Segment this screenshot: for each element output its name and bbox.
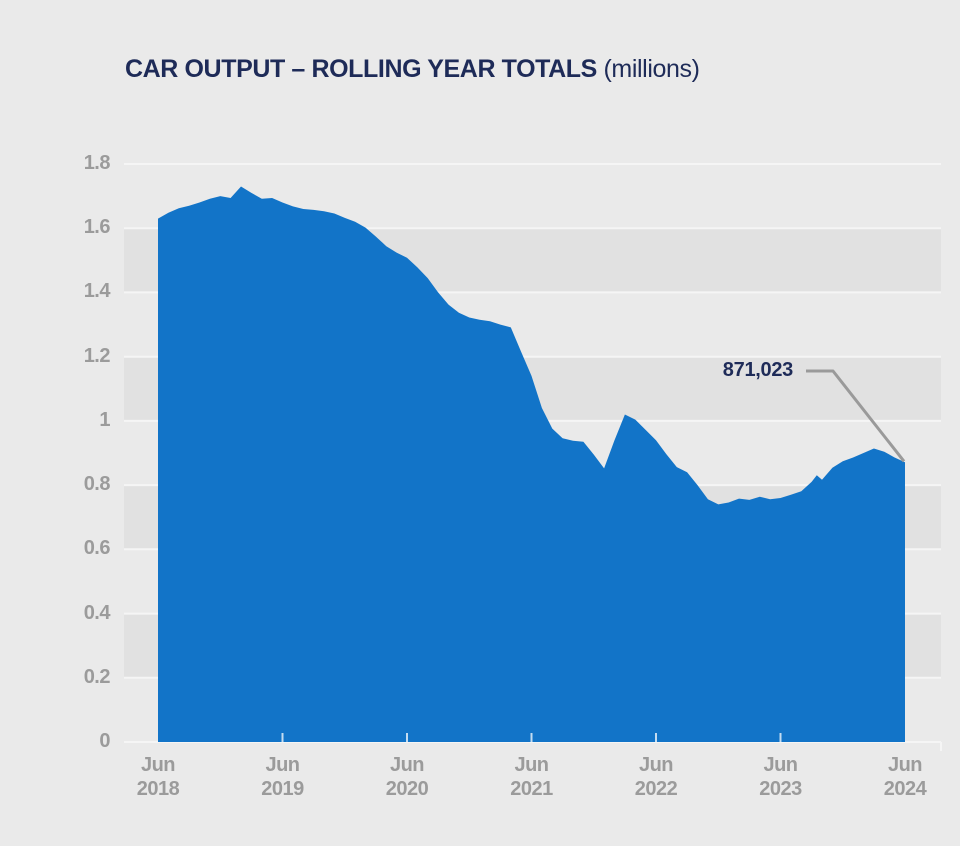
annotation-value-label: 871,023 — [722, 359, 794, 381]
x-axis-label: Jun 2019 — [235, 753, 331, 801]
x-axis-label-month: Jun — [514, 754, 549, 776]
y-axis-label: 0.8 — [83, 473, 111, 496]
y-axis-label: 1 — [99, 408, 110, 431]
chart-title-main: CAR OUTPUT – ROLLING YEAR TOTALS — [125, 55, 597, 83]
x-axis-label: Jun 2020 — [359, 753, 455, 801]
chart-title-units: (millions) — [603, 55, 700, 83]
y-axis-label: 1.2 — [83, 344, 111, 367]
x-axis-label-year: 2021 — [510, 778, 553, 800]
y-axis-label: 0 — [99, 730, 110, 752]
chart-title: CAR OUTPUT – ROLLING YEAR TOTALS (millio… — [125, 54, 700, 84]
x-axis-label-month: Jun — [887, 754, 923, 776]
x-axis-label-year: 2020 — [385, 778, 429, 800]
y-axis-label: 1.8 — [83, 152, 111, 174]
x-axis-label-month: Jun — [763, 754, 798, 776]
leader-line — [806, 369, 906, 463]
y-axis-label: 0.6 — [83, 537, 111, 560]
area-series — [158, 186, 905, 742]
x-axis-label-year: 2019 — [261, 778, 304, 800]
x-axis-label-month: Jun — [265, 754, 300, 776]
x-axis-label-year: 2024 — [883, 778, 927, 800]
x-axis-label-year: 2022 — [634, 778, 678, 800]
x-axis-label: Jun 2022 — [608, 753, 704, 801]
x-axis-label-year: 2018 — [136, 778, 180, 800]
x-axis-label: Jun 2018 — [110, 753, 206, 801]
x-axis-label: Jun 2021 — [484, 753, 580, 801]
y-axis-label: 1.4 — [83, 280, 111, 303]
y-axis-label: 1.6 — [83, 216, 111, 239]
x-axis-label: Jun 2024 — [857, 753, 953, 801]
y-axis-label: 0.4 — [83, 601, 111, 624]
x-axis-label-month: Jun — [140, 754, 176, 776]
y-axis-label: 0.2 — [83, 665, 111, 688]
x-axis-label-month: Jun — [638, 754, 674, 776]
x-axis-label: Jun 2023 — [733, 753, 829, 801]
x-axis-label-year: 2023 — [759, 778, 802, 800]
x-axis-label-month: Jun — [389, 754, 425, 776]
